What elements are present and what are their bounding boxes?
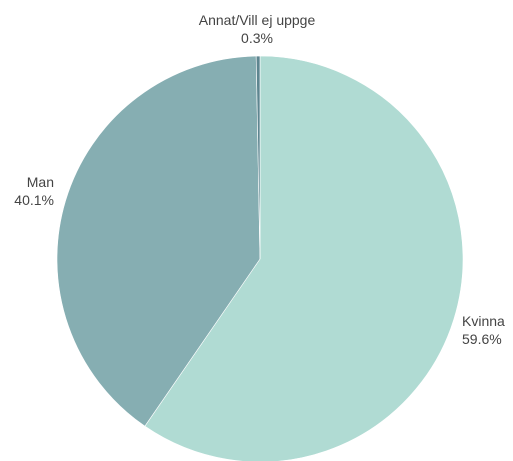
- slice-label-name: Man: [27, 174, 54, 190]
- slice-label-name: Annat/Vill ej uppge: [199, 12, 316, 28]
- pie-slice-kvinna: [144, 55, 464, 461]
- pie-slice-annat-vill-ej-uppge: [255, 55, 261, 260]
- slice-label-value: 0.3%: [241, 30, 273, 46]
- pie-labels: Kvinna 59.6% Man 40.1% Annat/Vill ej uppge 0.…: [14, 12, 505, 347]
- slice-label-name: Kvinna: [462, 313, 505, 329]
- pie-slices: [56, 55, 464, 461]
- slice-label-kvinna: Kvinna 59.6%: [462, 313, 505, 347]
- slice-label-annat-vill-ej-uppge: Annat/Vill ej uppge 0.3%: [199, 12, 316, 46]
- slice-label-man: Man 40.1%: [14, 174, 54, 208]
- slice-label-value: 59.6%: [462, 331, 502, 347]
- pie-slice-man: [56, 55, 261, 427]
- slice-label-value: 40.1%: [14, 192, 54, 208]
